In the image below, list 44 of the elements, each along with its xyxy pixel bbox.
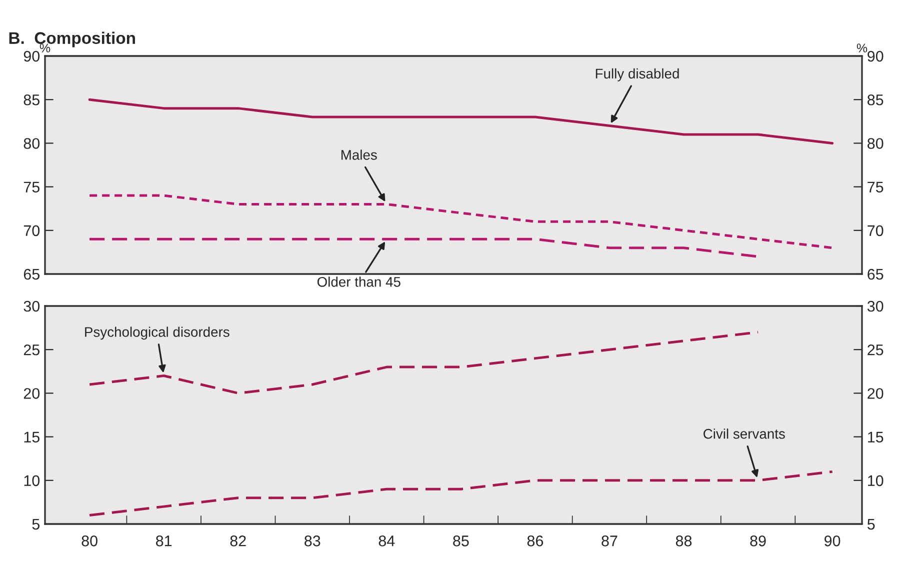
y-tick-label: 80 xyxy=(24,138,40,149)
y-tick-label: 65 xyxy=(24,268,40,280)
y-tick-label: 90 xyxy=(24,50,40,62)
y-tick-label: 30 xyxy=(24,300,40,312)
line-series xyxy=(88,470,834,517)
y-tick-label: 20 xyxy=(24,388,40,399)
y2-tick-label: 10 xyxy=(868,475,884,486)
y2-tick-label: 5 xyxy=(867,519,875,530)
y2-tick-label: 80 xyxy=(868,138,884,149)
y2-tick-label: 15 xyxy=(868,432,884,442)
x-tick-label: 87 xyxy=(602,536,618,546)
y-tick-label: 5 xyxy=(32,519,40,530)
annotation: Fully disabled xyxy=(596,68,679,82)
y2-tick-label: 65 xyxy=(868,268,884,280)
y2-tick-label: 25 xyxy=(868,344,884,356)
x-tick-label: 80 xyxy=(82,536,98,546)
line-series xyxy=(88,194,834,250)
annotation: Psychological disorders xyxy=(85,326,230,340)
x-tick-label: 85 xyxy=(453,536,469,546)
x-tick-label: 86 xyxy=(527,536,544,546)
y2-tick-label: 70 xyxy=(868,225,884,236)
x-tick-label: 82 xyxy=(230,536,246,546)
x-tick-label: 81 xyxy=(156,536,172,546)
y2-tick-label: 75 xyxy=(868,182,884,192)
y-tick-label: 75 xyxy=(24,182,40,192)
y2-axis-title: % xyxy=(856,44,868,52)
y2-tick-label: 85 xyxy=(868,94,884,106)
annotation: Older than 45 xyxy=(317,276,400,287)
y2-tick-label: 20 xyxy=(868,388,884,399)
y-tick-label: 15 xyxy=(24,432,40,442)
line-series xyxy=(88,98,834,144)
annotation: Males xyxy=(341,150,377,160)
y2-tick-label: 30 xyxy=(867,300,884,312)
x-tick-label: 90 xyxy=(824,536,840,546)
y-tick-label: 70 xyxy=(24,225,40,236)
y2-tick-label: 90 xyxy=(868,50,884,62)
y-tick-label: 25 xyxy=(24,344,40,356)
y-tick-label: 10 xyxy=(24,475,40,486)
y-tick-label: 85 xyxy=(24,94,40,106)
annotation: Civil servants xyxy=(704,428,785,439)
x-tick-label: 88 xyxy=(676,536,692,546)
x-tick-label: 83 xyxy=(304,536,320,546)
x-tick-label: 89 xyxy=(750,536,766,546)
x-tick-label: 84 xyxy=(378,536,395,546)
